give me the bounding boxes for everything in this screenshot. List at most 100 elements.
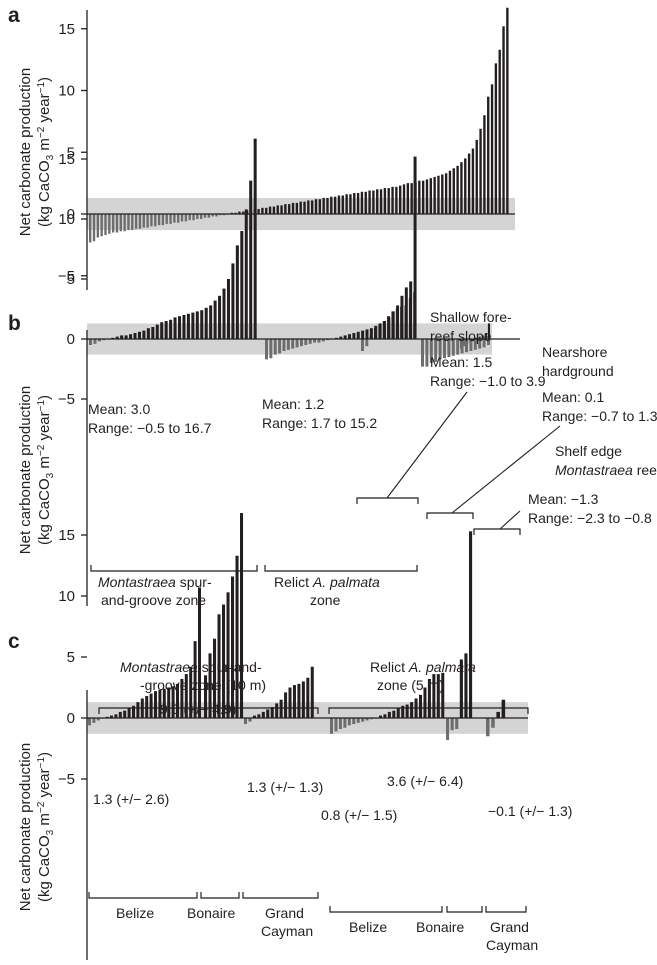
zone-label-spur-groove-line2: -groove zone (10 m) <box>140 677 266 693</box>
y-axis-label-part: year <box>36 768 53 801</box>
bar <box>421 339 424 367</box>
y-axis-label-part: 3 <box>45 154 56 160</box>
bar <box>286 339 290 350</box>
bar <box>276 205 279 214</box>
bar <box>211 214 214 217</box>
bar <box>307 200 310 214</box>
bar <box>352 333 356 339</box>
panel-a: 15 10 5 0 −5 Net carbonate production (kg CaCO… <box>8 4 515 290</box>
bar <box>288 204 291 214</box>
y-axis-label-part: −1 <box>36 82 47 94</box>
bar <box>345 194 348 214</box>
bar <box>297 683 301 718</box>
bar <box>343 335 347 339</box>
bar <box>169 214 172 224</box>
bar <box>240 231 244 339</box>
bar <box>427 678 431 718</box>
bar <box>444 173 448 214</box>
bar <box>432 674 436 718</box>
bar <box>338 718 342 729</box>
mean-relict: Mean: 1.2 <box>262 396 324 412</box>
bar <box>151 327 155 339</box>
bar <box>330 196 333 214</box>
bar <box>456 339 460 355</box>
bar <box>501 699 506 718</box>
bar <box>356 193 360 214</box>
y-axis-label-part: m <box>36 813 53 830</box>
bar <box>396 708 400 718</box>
bar <box>269 339 273 359</box>
bar <box>317 339 321 343</box>
leader-shallow-fore-reef <box>386 391 468 499</box>
bar <box>463 339 466 347</box>
y-tick-label: −5 <box>58 771 75 788</box>
bar <box>395 309 399 339</box>
label-shelf-edge-line2-part-1: reef <box>633 462 657 478</box>
bar <box>200 310 204 339</box>
bar <box>265 339 268 360</box>
bar <box>142 330 146 339</box>
bar <box>88 718 91 726</box>
bar <box>487 96 490 214</box>
bar <box>343 718 347 728</box>
y-axis-label-part: year <box>36 411 53 444</box>
bar <box>184 214 188 222</box>
annotation-bonaire-relict: 3.6 (+/− 6.4) <box>387 773 463 789</box>
bar <box>132 705 135 718</box>
bar <box>441 174 444 214</box>
bar <box>306 677 310 718</box>
bar <box>198 587 201 718</box>
bar <box>387 711 391 718</box>
bar <box>123 710 127 718</box>
bar <box>437 175 440 214</box>
bar <box>226 592 230 718</box>
bar <box>383 714 387 718</box>
bar <box>446 718 450 740</box>
bar <box>392 710 396 718</box>
bar <box>353 193 356 214</box>
bar <box>295 339 299 348</box>
bar <box>418 180 421 214</box>
bar <box>318 199 322 214</box>
bar <box>464 653 468 718</box>
site-label: Bonaire <box>187 905 235 921</box>
bar <box>310 200 314 214</box>
y-axis-label-line1: Net carbonate production <box>17 386 34 554</box>
bar <box>333 196 337 214</box>
bar <box>261 207 264 214</box>
bracket-zone-spur-groove <box>98 707 319 714</box>
bar <box>413 292 417 339</box>
bar <box>304 339 308 345</box>
y-axis-label-line2: (kg CaCO3 m−2 year−1) <box>36 752 56 902</box>
bar <box>257 209 260 214</box>
label-shelf-edge-line2-part-0: Montastraea <box>555 462 633 478</box>
bar <box>376 189 379 214</box>
bar <box>248 718 252 722</box>
bracket-site <box>329 906 443 913</box>
y-tick-label: −5 <box>58 391 75 408</box>
bar <box>186 313 190 339</box>
bar <box>89 339 93 345</box>
bar <box>193 641 197 718</box>
bar <box>192 214 195 221</box>
range-spur-groove: Range: −0.5 to 16.7 <box>88 420 212 436</box>
zone-label-spur-groove-part-0: Montastraea <box>120 659 198 675</box>
bar <box>177 214 180 223</box>
panel-letter: a <box>8 4 20 27</box>
bar <box>365 718 369 721</box>
bar <box>217 614 221 718</box>
leader-nearshore <box>451 425 561 514</box>
bar <box>182 315 186 339</box>
bar <box>401 705 405 718</box>
bar <box>413 156 417 339</box>
y-axis-label: Net carbonate production (kg CaCO3 m−2 ye… <box>17 68 56 236</box>
bar <box>157 214 161 226</box>
y-axis-label-part: ) <box>36 395 53 400</box>
bar <box>291 339 295 349</box>
bar <box>219 214 222 216</box>
bar <box>299 339 303 347</box>
bar <box>483 115 486 214</box>
site-label: Belize <box>349 919 387 935</box>
